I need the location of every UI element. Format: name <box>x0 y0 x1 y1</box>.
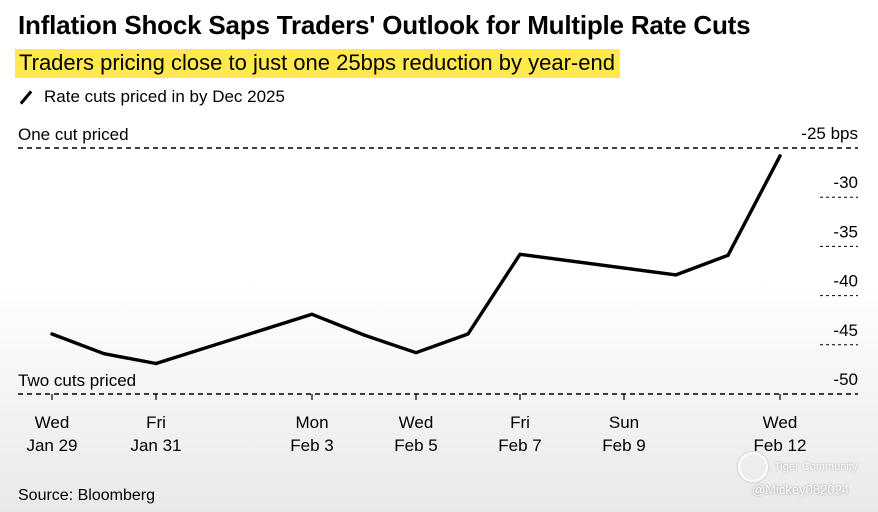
data-point-0-9 <box>726 253 730 257</box>
x-tick-date-2: Feb 3 <box>290 436 333 455</box>
x-tick-day-1: Fri <box>146 413 166 432</box>
data-point-0-7 <box>518 252 522 256</box>
watermark-handle: @Mickey082024 <box>752 482 850 497</box>
y-tick-label-4: -45 <box>833 321 858 340</box>
x-tick-day-3: Wed <box>399 413 434 432</box>
x-tick-day-2: Mon <box>295 413 328 432</box>
data-point-0-10 <box>778 154 782 158</box>
tiger-logo-icon <box>738 452 768 482</box>
data-point-0-2 <box>154 361 158 366</box>
watermark-brand-text: Tiger Community <box>774 461 858 473</box>
x-tick-date-5: Feb 9 <box>602 436 645 455</box>
y-tick-label-1: -30 <box>833 173 858 192</box>
data-point-0-6 <box>466 332 470 336</box>
data-point-0-4 <box>362 333 366 337</box>
x-tick-day-4: Fri <box>510 413 530 432</box>
legend: Rate cuts priced in by Dec 2025 <box>18 87 285 107</box>
y-tick-label-0: -25 bps <box>801 124 858 143</box>
y-tick-label-3: -40 <box>833 272 858 291</box>
legend-label: Rate cuts priced in by Dec 2025 <box>44 87 285 106</box>
x-tick-day-0: Wed <box>35 413 70 432</box>
data-point-0-0 <box>50 332 54 336</box>
x-tick-date-4: Feb 7 <box>498 436 541 455</box>
x-tick-day-5: Sun <box>609 413 639 432</box>
source-note: Source: Bloomberg <box>18 487 155 504</box>
data-point-0-1 <box>102 352 106 356</box>
x-tick-date-6: Feb 12 <box>754 436 807 455</box>
x-tick-date-3: Feb 5 <box>394 436 437 455</box>
watermark-brand: Tiger Community <box>738 452 857 482</box>
y-tick-label-5: -50 <box>833 370 858 389</box>
series-line-0 <box>50 154 782 366</box>
data-point-0-8 <box>674 273 678 277</box>
data-point-0-3 <box>310 312 314 316</box>
x-tick-date-1: Jan 31 <box>130 436 181 455</box>
data-point-0-5 <box>414 351 418 355</box>
reference-label-1: Two cuts priced <box>18 371 136 390</box>
reference-label-0: One cut priced <box>18 125 129 144</box>
x-tick-day-6: Wed <box>763 413 798 432</box>
chart-subtitle: Traders pricing close to just one 25bps … <box>15 49 620 78</box>
y-tick-label-2: -35 <box>833 222 858 241</box>
x-tick-date-0: Jan 29 <box>26 436 77 455</box>
chart-title: Inflation Shock Saps Traders' Outlook fo… <box>18 10 751 40</box>
